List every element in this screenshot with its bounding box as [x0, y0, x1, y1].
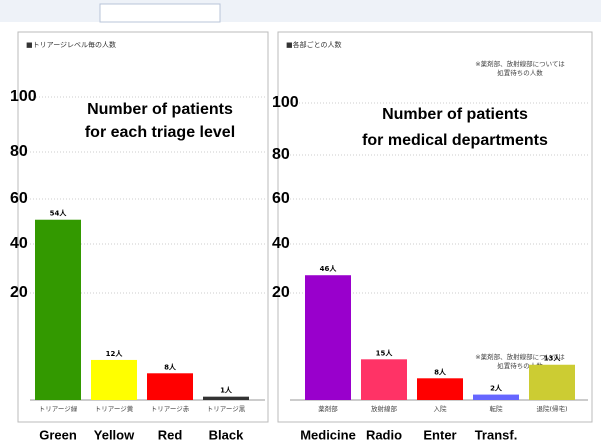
value-label: 46人 [320, 264, 338, 273]
english-label: Enter [423, 427, 456, 442]
english-label: Black [209, 427, 244, 442]
overlay-title: Number of patients [87, 101, 233, 118]
value-label: 8人 [164, 362, 177, 371]
top-bar [0, 0, 601, 22]
note: 処置待ちの人数 [497, 361, 543, 370]
overlay-title: Number of patients [382, 106, 528, 123]
panel-title: ■トリアージレベル毎の人数 [26, 40, 116, 49]
value-label: 13人 [544, 354, 562, 363]
english-label: Yellow [94, 427, 135, 442]
axis-label: 60 [272, 190, 290, 207]
axis-label: 80 [272, 146, 290, 163]
category-label: 転院 [490, 404, 504, 413]
english-label: Transf. [475, 427, 518, 442]
value-label: 54人 [50, 209, 68, 218]
note: ※薬剤部、放射線部については [475, 59, 565, 68]
value-label: 2人 [490, 384, 503, 393]
panel-title: ■各部ごとの人数 [286, 40, 342, 49]
value-label: 1人 [220, 386, 233, 395]
category-label: 放射線部 [371, 404, 398, 413]
bar [417, 378, 463, 400]
category-label: 退院(帰宅) [536, 404, 567, 413]
value-label: 8人 [434, 367, 447, 376]
bar [361, 359, 407, 400]
axis-label: 20 [10, 284, 28, 301]
axis-label: 80 [10, 143, 28, 160]
category-label: トリアージ黒 [207, 405, 246, 413]
bar [147, 373, 193, 400]
bar [35, 219, 81, 400]
value-label: 12人 [106, 349, 124, 358]
english-label: Medicine [300, 427, 356, 442]
category-label: トリアージ赤 [151, 405, 190, 413]
english-label: Radio [366, 427, 402, 442]
category-label: 薬剤部 [318, 404, 338, 413]
bar [203, 396, 249, 400]
axis-label: 100 [272, 94, 299, 111]
category-label: トリアージ緑 [39, 404, 78, 413]
bar [91, 359, 137, 400]
value-label: 15人 [376, 348, 394, 357]
axis-label: 100 [10, 88, 37, 105]
axis-label: 40 [10, 235, 28, 252]
axis-label: 20 [272, 284, 290, 301]
overlay-title: for each triage level [85, 124, 235, 141]
category-label: トリアージ黄 [95, 404, 134, 413]
bar [529, 364, 575, 400]
axis-label: 60 [10, 190, 28, 207]
english-label: Green [39, 427, 77, 442]
english-label: Red [158, 427, 183, 442]
overlay-title: for medical departments [362, 132, 548, 149]
note: ※薬剤部、放射線部については [475, 352, 565, 361]
tab[interactable] [99, 3, 221, 23]
category-label: 入院 [434, 404, 448, 413]
axis-label: 40 [272, 235, 290, 252]
bar [305, 275, 351, 400]
note: 処置待ちの人数 [497, 68, 543, 77]
bar [473, 394, 519, 400]
